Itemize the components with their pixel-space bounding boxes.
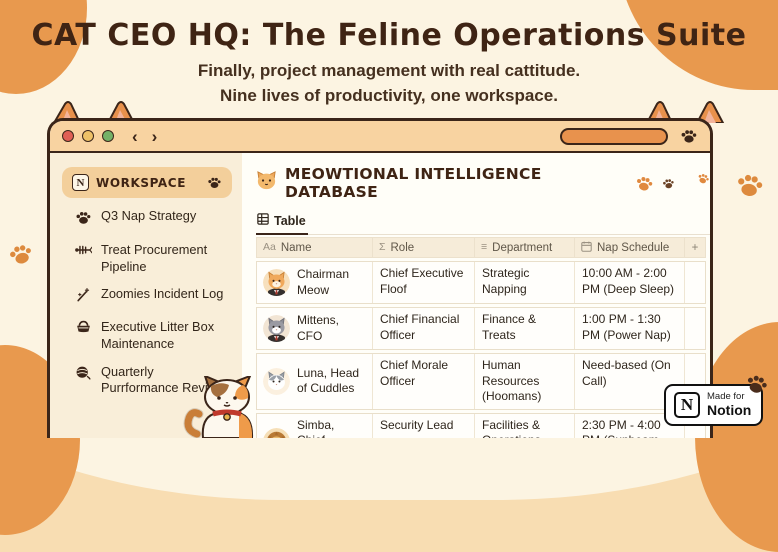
column-header-name[interactable]: Aa Name bbox=[257, 238, 373, 257]
close-window-button[interactable] bbox=[62, 130, 74, 142]
empty-cell bbox=[685, 262, 705, 303]
paw-print-icon bbox=[635, 174, 654, 193]
name-cell[interactable]: Mittens, CFO bbox=[257, 308, 373, 349]
text-property-icon: Aa bbox=[263, 241, 276, 254]
name-cell[interactable]: Chairman Meow bbox=[257, 262, 373, 303]
department-cell[interactable]: Finance & Treats bbox=[475, 308, 575, 349]
name-cell[interactable]: Simba, Chief Mouser bbox=[257, 413, 373, 438]
sidebar-item-label: Quarterly Purrformance Reviews bbox=[101, 363, 231, 396]
table-header-row: Aa Name Σ Role ≡ Department bbox=[256, 237, 706, 258]
sidebar-item-litter-box[interactable]: Executive Litter Box Maintenance bbox=[75, 319, 232, 352]
yarn-ball-icon bbox=[75, 365, 92, 386]
tab-label: Table bbox=[274, 213, 306, 228]
avatar-gray-white-cat bbox=[263, 367, 290, 395]
empty-cell bbox=[685, 308, 705, 349]
workspace-label: WORKSPACE bbox=[96, 175, 187, 190]
column-header-department[interactable]: ≡ Department bbox=[475, 238, 575, 257]
name-cell[interactable]: Luna, Head of Cuddles bbox=[257, 354, 373, 409]
nap-schedule-cell[interactable]: 10:00 AM - 2:00 PM (Deep Sleep) bbox=[575, 262, 685, 303]
made-for-notion-badge[interactable]: N Made for Notion bbox=[664, 375, 768, 426]
sidebar-item-label: Zoomies Incident Log bbox=[101, 286, 224, 302]
sidebar-item-label: Q3 Nap Strategy bbox=[101, 208, 197, 223]
paw-print-icon bbox=[662, 177, 675, 190]
table-row[interactable]: Simba, Chief Mouser Security Lead Facili… bbox=[256, 412, 706, 438]
department-cell[interactable]: Human Resources (Hoomans) bbox=[475, 354, 575, 409]
table-row[interactable]: Mittens, CFO Chief Financial Officer Fin… bbox=[256, 307, 706, 350]
browser-window: ‹ › N WORKSPACE Q3 Nap Strategy bbox=[47, 118, 713, 438]
row-name-text: Luna, Head of Cuddles bbox=[297, 365, 360, 396]
cat-ears-right bbox=[645, 101, 729, 128]
minimize-window-button[interactable] bbox=[82, 130, 94, 142]
column-header-role[interactable]: Σ Role bbox=[373, 238, 475, 257]
sidebar-item-purrformance-reviews[interactable]: Quarterly Purrformance Reviews bbox=[75, 364, 232, 397]
workspace-switcher[interactable]: N WORKSPACE bbox=[62, 167, 232, 198]
nap-schedule-cell[interactable]: Need-based (On Call) bbox=[575, 354, 685, 409]
paw-print-icon bbox=[8, 241, 34, 267]
nap-schedule-cell[interactable]: 1:00 PM - 1:30 PM (Power Nap) bbox=[575, 308, 685, 349]
maximize-window-button[interactable] bbox=[102, 130, 114, 142]
avatar-gray-suit-cat bbox=[263, 315, 290, 342]
tab-table-view[interactable]: Table bbox=[256, 211, 308, 235]
back-button[interactable]: ‹ bbox=[132, 126, 138, 146]
page-title: CAT CEO HQ: The Feline Operations Suite bbox=[31, 18, 747, 53]
cat-mascot-illustration bbox=[183, 374, 267, 443]
role-cell[interactable]: Chief Financial Officer bbox=[373, 308, 475, 349]
badge-made-for-text: Made for bbox=[707, 391, 745, 403]
paw-icon bbox=[680, 127, 698, 145]
sidebar-item-zoomies-log[interactable]: Zoomies Incident Log bbox=[75, 286, 232, 308]
column-label: Nap Schedule bbox=[597, 241, 670, 254]
paw-print-icon bbox=[697, 172, 710, 185]
column-label: Role bbox=[390, 241, 415, 254]
address-bar[interactable] bbox=[560, 127, 668, 145]
browser-chrome: ‹ › bbox=[50, 121, 710, 153]
litter-box-icon bbox=[75, 320, 92, 338]
row-name-text: Chairman Meow bbox=[297, 266, 350, 297]
database-title: MEOWTIONAL INTELLIGENCE DATABASE bbox=[285, 165, 542, 201]
formula-property-icon: Σ bbox=[379, 241, 386, 254]
forward-button[interactable]: › bbox=[151, 126, 158, 146]
department-cell[interactable]: Strategic Napping bbox=[475, 262, 575, 303]
avatar-orange-suit-cat bbox=[263, 269, 290, 296]
main-content: MEOWTIONAL INTELLIGENCE DATABASE Table bbox=[242, 153, 710, 438]
row-name-text: Simba, Chief Mouser bbox=[297, 417, 335, 438]
table-row[interactable]: Chairman Meow Chief Executive Floof Stra… bbox=[256, 261, 706, 304]
paw-print-icon bbox=[735, 170, 765, 200]
notion-logo-icon: N bbox=[72, 174, 89, 191]
badge-brand-text: Notion bbox=[707, 401, 752, 418]
table-view-icon bbox=[257, 213, 269, 228]
column-label: Name bbox=[280, 241, 312, 254]
role-cell[interactable]: Chief Executive Floof bbox=[373, 262, 475, 303]
department-cell[interactable]: Facilities & Operations bbox=[475, 413, 575, 438]
view-tab-bar: Table bbox=[256, 211, 710, 235]
sidebar-item-label: Treat Procurement Pipeline bbox=[101, 242, 208, 274]
calendar-icon bbox=[581, 241, 592, 255]
avatar-lion bbox=[263, 427, 290, 438]
role-cell[interactable]: Chief Morale Officer bbox=[373, 354, 475, 409]
database-table: Aa Name Σ Role ≡ Department bbox=[256, 237, 710, 438]
wand-icon bbox=[75, 287, 92, 308]
sidebar-item-treat-procurement[interactable]: Treat Procurement Pipeline bbox=[75, 242, 232, 275]
sidebar-item-q3-nap-strategy[interactable]: Q3 Nap Strategy bbox=[75, 208, 232, 231]
select-property-icon: ≡ bbox=[481, 241, 488, 254]
column-header-nap-schedule[interactable]: Nap Schedule bbox=[575, 238, 685, 257]
add-column-button[interactable]: + bbox=[691, 241, 699, 254]
paw-icon bbox=[207, 175, 222, 190]
sidebar-item-label: Executive Litter Box Maintenance bbox=[101, 319, 215, 351]
cat-ears-left bbox=[52, 101, 140, 128]
subtitle-line-2: Nine lives of productivity, one workspac… bbox=[220, 85, 558, 105]
row-name-text: Mittens, CFO bbox=[297, 312, 340, 343]
table-row[interactable]: Luna, Head of Cuddles Chief Morale Offic… bbox=[256, 353, 706, 410]
fishbone-icon bbox=[75, 243, 93, 262]
role-cell[interactable]: Security Lead bbox=[373, 413, 475, 438]
cat-face-icon bbox=[256, 171, 277, 195]
notion-logo-icon: N bbox=[674, 392, 700, 418]
paw-icon bbox=[75, 209, 92, 231]
column-label: Department bbox=[492, 241, 553, 254]
paw-print-icon bbox=[745, 372, 769, 401]
subtitle-line-1: Finally, project management with real ca… bbox=[197, 61, 581, 80]
hero-section: CAT CEO HQ: The Feline Operations Suite … bbox=[0, 0, 778, 108]
